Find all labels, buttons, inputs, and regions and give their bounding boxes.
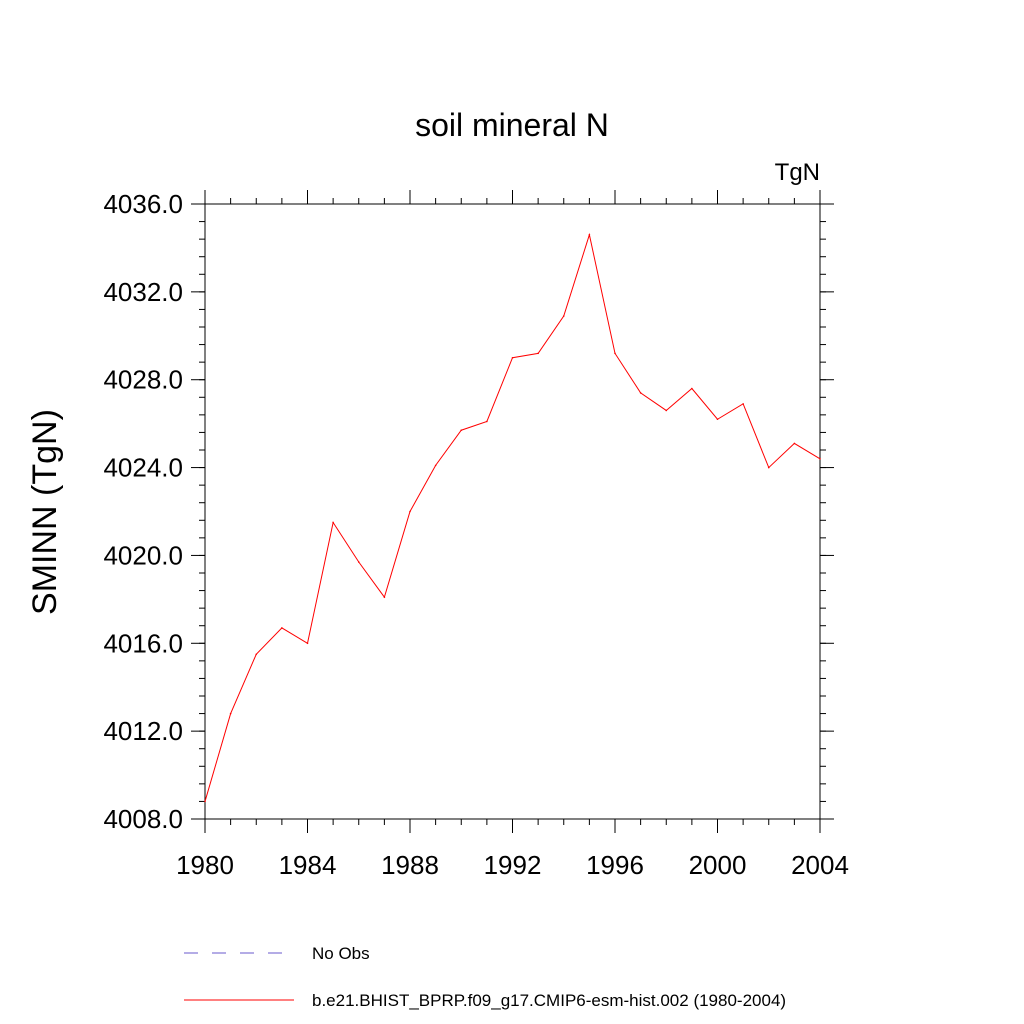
series-layer [204, 232, 821, 803]
data-point [229, 712, 232, 715]
data-point [409, 510, 411, 513]
x-tick-label: 2000 [689, 850, 747, 880]
data-point [691, 387, 693, 390]
data-point [819, 457, 821, 460]
y-tick-label: 4028.0 [103, 365, 183, 395]
chart-title: soil mineral N [415, 107, 609, 143]
y-tick-label: 4020.0 [103, 540, 183, 570]
data-point [742, 403, 744, 405]
x-tick-label: 2004 [791, 850, 849, 880]
data-point [306, 642, 309, 645]
plot-border [204, 203, 821, 820]
legend-label-model: b.e21.BHIST_BPRP.f09_g17.CMIP6-esm-hist.… [312, 991, 786, 1010]
data-point [357, 561, 360, 563]
data-point [767, 466, 770, 469]
plot-frame [204, 203, 821, 820]
x-tick-label: 1980 [176, 850, 234, 880]
data-point [434, 464, 437, 467]
data-point [460, 429, 463, 432]
data-point [383, 596, 386, 598]
legend-label-no-obs: No Obs [312, 944, 370, 963]
data-point [537, 352, 539, 355]
data-point [665, 409, 668, 412]
data-point [511, 356, 514, 359]
x-tick-label: 1992 [484, 850, 542, 880]
x-tick-label: 1996 [586, 850, 644, 880]
legend: No Obs b.e21.BHIST_BPRP.f09_g17.CMIP6-es… [184, 944, 786, 1010]
y-tick-label: 4008.0 [103, 804, 183, 834]
data-point [716, 418, 719, 421]
data-point [255, 653, 258, 656]
units-label: TgN [775, 159, 820, 186]
data-point [614, 352, 616, 355]
data-point [281, 627, 283, 629]
y-axis-label: SMINN (TgN) [26, 409, 64, 615]
y-tick-label: 4012.0 [103, 716, 183, 746]
data-point [639, 392, 642, 394]
data-point [562, 315, 565, 317]
data-point [332, 521, 334, 524]
y-tick-label: 4036.0 [103, 189, 183, 219]
y-axis: 4008.0 4012.0 4016.0 4020.0 4024.0 4028.0 4032… [103, 189, 834, 834]
x-axis: 1980 1984 1988 1992 1996 2000 2004 [176, 190, 849, 880]
x-tick-label: 1984 [279, 850, 337, 880]
y-tick-label: 4032.0 [103, 277, 183, 307]
series-line [204, 232, 821, 802]
data-point [793, 442, 796, 445]
data-point [486, 420, 488, 423]
x-tick-label: 1988 [381, 850, 439, 880]
y-tick-label: 4016.0 [103, 628, 183, 658]
y-tick-label: 4024.0 [103, 453, 183, 483]
data-point [588, 233, 591, 236]
data-point [204, 800, 206, 803]
